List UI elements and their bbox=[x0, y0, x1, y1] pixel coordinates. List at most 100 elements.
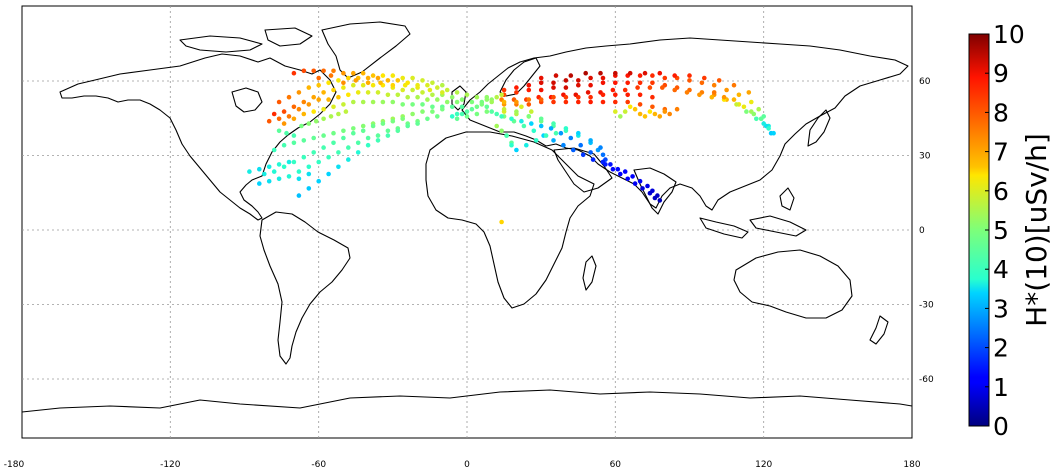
dose-point bbox=[410, 87, 415, 93]
dose-point bbox=[598, 145, 603, 150]
coastline-southeast-asia-islands bbox=[699, 187, 807, 239]
dose-point bbox=[378, 80, 383, 86]
colorbar-tick-label: 10 bbox=[993, 20, 1025, 49]
x-tick-label: -180 bbox=[4, 460, 25, 470]
coastline-africa bbox=[425, 131, 595, 309]
dose-point bbox=[311, 109, 317, 114]
dose-point bbox=[375, 133, 381, 138]
dose-point bbox=[336, 164, 341, 170]
dose-point bbox=[645, 183, 650, 189]
y-tick-label: -60 bbox=[919, 375, 934, 385]
dose-point bbox=[551, 94, 556, 100]
dose-point bbox=[464, 92, 470, 98]
dose-point bbox=[459, 111, 465, 117]
dose-point bbox=[311, 150, 317, 155]
colorbar-label: H*(10)[uSv/h] bbox=[1020, 133, 1053, 327]
dose-point bbox=[600, 80, 606, 86]
dose-point bbox=[459, 104, 465, 110]
dose-point bbox=[563, 94, 569, 100]
dose-point bbox=[588, 75, 593, 81]
dose-point bbox=[316, 82, 322, 88]
dose-point bbox=[635, 85, 640, 90]
dose-point bbox=[474, 94, 480, 100]
dose-point bbox=[590, 157, 596, 162]
dose-point bbox=[321, 116, 326, 122]
dose-point bbox=[355, 140, 361, 146]
dose-point bbox=[647, 109, 653, 114]
dose-point bbox=[630, 174, 635, 179]
dose-point bbox=[751, 111, 757, 117]
dose-point bbox=[519, 104, 524, 110]
dose-point bbox=[380, 99, 386, 105]
dose-point bbox=[380, 73, 386, 78]
dose-point bbox=[454, 90, 460, 95]
dose-point bbox=[642, 114, 648, 119]
dose-point bbox=[551, 99, 556, 105]
dose-point bbox=[588, 94, 593, 100]
dose-point bbox=[529, 121, 534, 126]
dose-point bbox=[526, 87, 532, 93]
dose-point bbox=[306, 186, 312, 191]
dose-point bbox=[494, 94, 500, 100]
dose-point bbox=[390, 118, 396, 124]
colorbar-ticks: 0 1 2 3 4 5 6 7 8 9 10 bbox=[985, 20, 1025, 441]
dose-point bbox=[576, 94, 581, 100]
dose-point bbox=[360, 123, 366, 129]
dose-point bbox=[444, 87, 450, 93]
dose-point bbox=[341, 128, 346, 134]
dose-point bbox=[652, 195, 658, 201]
dose-point bbox=[430, 109, 435, 114]
dose-point bbox=[341, 135, 346, 141]
dose-point bbox=[276, 162, 282, 167]
dose-point bbox=[444, 99, 450, 105]
dose-point bbox=[600, 75, 606, 81]
dose-point bbox=[754, 116, 759, 122]
dose-point bbox=[281, 142, 287, 148]
dose-point bbox=[276, 116, 282, 122]
dose-point bbox=[375, 138, 381, 143]
dose-point bbox=[360, 128, 366, 134]
dose-point bbox=[247, 169, 252, 174]
dose-point bbox=[326, 171, 331, 177]
dose-point bbox=[301, 99, 307, 105]
dose-point bbox=[618, 114, 623, 119]
dose-point bbox=[600, 99, 606, 105]
dose-point bbox=[627, 70, 633, 76]
dose-point bbox=[514, 90, 519, 95]
dose-point bbox=[385, 133, 391, 138]
dose-point bbox=[744, 109, 749, 114]
dose-point bbox=[336, 94, 341, 100]
dose-point bbox=[360, 99, 366, 105]
dose-point bbox=[529, 109, 534, 114]
x-tick-label: 180 bbox=[903, 460, 920, 470]
colorbar-tick-label: 0 bbox=[993, 412, 1009, 441]
dose-point bbox=[331, 104, 336, 110]
dose-point bbox=[435, 114, 440, 119]
dose-point bbox=[326, 154, 331, 160]
dose-point bbox=[321, 145, 326, 150]
dose-point bbox=[746, 90, 752, 95]
dose-point bbox=[632, 181, 638, 186]
dose-point bbox=[276, 99, 282, 105]
dose-point bbox=[321, 90, 326, 95]
dose-point bbox=[600, 152, 606, 158]
dose-point bbox=[519, 118, 524, 124]
dose-point bbox=[469, 99, 475, 105]
dose-point bbox=[514, 85, 519, 90]
dose-point bbox=[588, 138, 593, 143]
dose-point bbox=[464, 109, 470, 114]
dose-point bbox=[326, 97, 331, 102]
dose-point bbox=[553, 73, 559, 78]
dose-point bbox=[464, 114, 470, 119]
coastline-japan bbox=[807, 109, 831, 147]
dose-point bbox=[390, 99, 396, 105]
dose-point bbox=[316, 178, 322, 184]
dose-point bbox=[301, 154, 307, 160]
dose-point bbox=[449, 104, 455, 110]
y-tick-label: 0 bbox=[919, 226, 925, 236]
dose-point bbox=[711, 82, 717, 88]
dose-point bbox=[625, 176, 630, 182]
dose-point bbox=[390, 73, 396, 78]
dose-point bbox=[351, 126, 356, 131]
dose-point bbox=[365, 90, 371, 95]
